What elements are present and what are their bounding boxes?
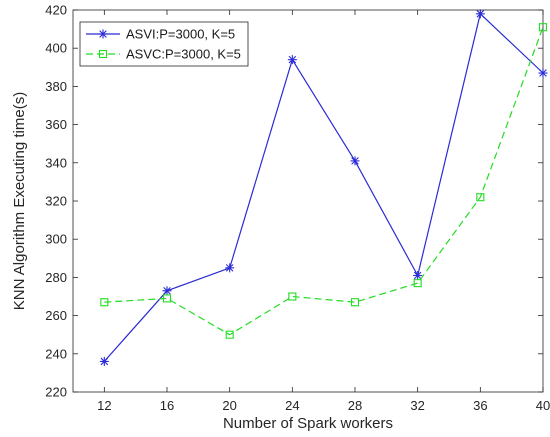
data-point-asvc [288,292,297,301]
data-point-asvc [350,298,360,307]
y-axis-label: KNN Algorithm Executing time(s) [11,92,28,310]
y-tick-label: 420 [45,3,67,18]
x-tick-label: 32 [410,398,424,413]
y-tick-label: 360 [45,117,67,132]
data-point-asvi [287,55,297,65]
plot-area: 220 240 260 280 300 320 340 360 380 400 420 12 16 20 2… [45,3,550,414]
y-tick-label: 300 [45,232,67,247]
marker-square [538,23,548,32]
marker-square [413,279,422,288]
legend-swatch-marker-asvc [98,49,108,59]
x-tick-label: 40 [536,398,550,413]
data-point-asvc [413,279,422,288]
x-tick-label: 16 [160,398,174,413]
legend-entry-asvi: ASVI:P=3000, K=5 [126,27,235,42]
marker-square [100,298,109,307]
y-tick-label: 400 [45,41,67,56]
data-point-asvc [225,330,234,339]
marker-stroke [539,69,547,77]
y-tick-label: 280 [45,270,67,285]
axes-box [72,9,544,393]
marker-stroke [288,55,297,64]
marker-square [162,294,172,303]
legend-marker [98,29,108,39]
x-tick-label: 20 [222,398,236,413]
marker-stroke [476,10,485,18]
x-tick-label: 24 [285,398,299,413]
marker-square [288,292,297,301]
marker-square [225,330,234,339]
series-line-asvc [104,26,544,336]
marker-stroke [351,157,359,165]
legend: ASVI:P=3000, K=5 ASVC:P=3000, K=5 [79,21,249,67]
x-axis-label: Number of Spark workers [223,415,393,432]
x-tick-label: 36 [473,398,487,413]
legend-box [79,21,249,67]
marker-square [98,49,108,59]
marker-square [350,298,360,307]
data-point-asvc [100,298,109,307]
y-tick-label: 380 [45,79,67,94]
y-tick-label: 240 [45,346,67,361]
legend-marker [98,49,108,59]
legend-entry-asvc: ASVC:P=3000, K=5 [126,47,241,62]
y-tick-label: 340 [45,155,67,170]
marker-stroke [99,30,107,38]
marker-stroke [163,287,171,295]
legend-swatch-marker-asvi [98,29,108,39]
data-point-asvi [162,286,172,296]
data-point-asvi [475,9,485,19]
y-tick-label: 260 [45,308,67,323]
data-point-asvi [350,156,360,166]
data-point-asvi [538,68,548,78]
y-tick-label: 320 [45,194,67,209]
marker-stroke [100,357,109,366]
data-point-asvc [162,294,172,303]
data-point-asvc [538,23,548,32]
series-lines [99,9,548,366]
marker-stroke [413,271,422,280]
x-tick-label: 28 [348,398,362,413]
data-point-asvc [476,193,485,202]
y-tick-label: 220 [45,385,67,400]
marker-square [476,193,485,202]
x-tick-label: 12 [97,398,111,413]
data-point-asvi [413,270,423,280]
data-point-asvi [225,263,235,273]
data-point-asvi [99,356,109,366]
series-line-asvi [103,12,544,362]
marker-stroke [225,264,234,272]
